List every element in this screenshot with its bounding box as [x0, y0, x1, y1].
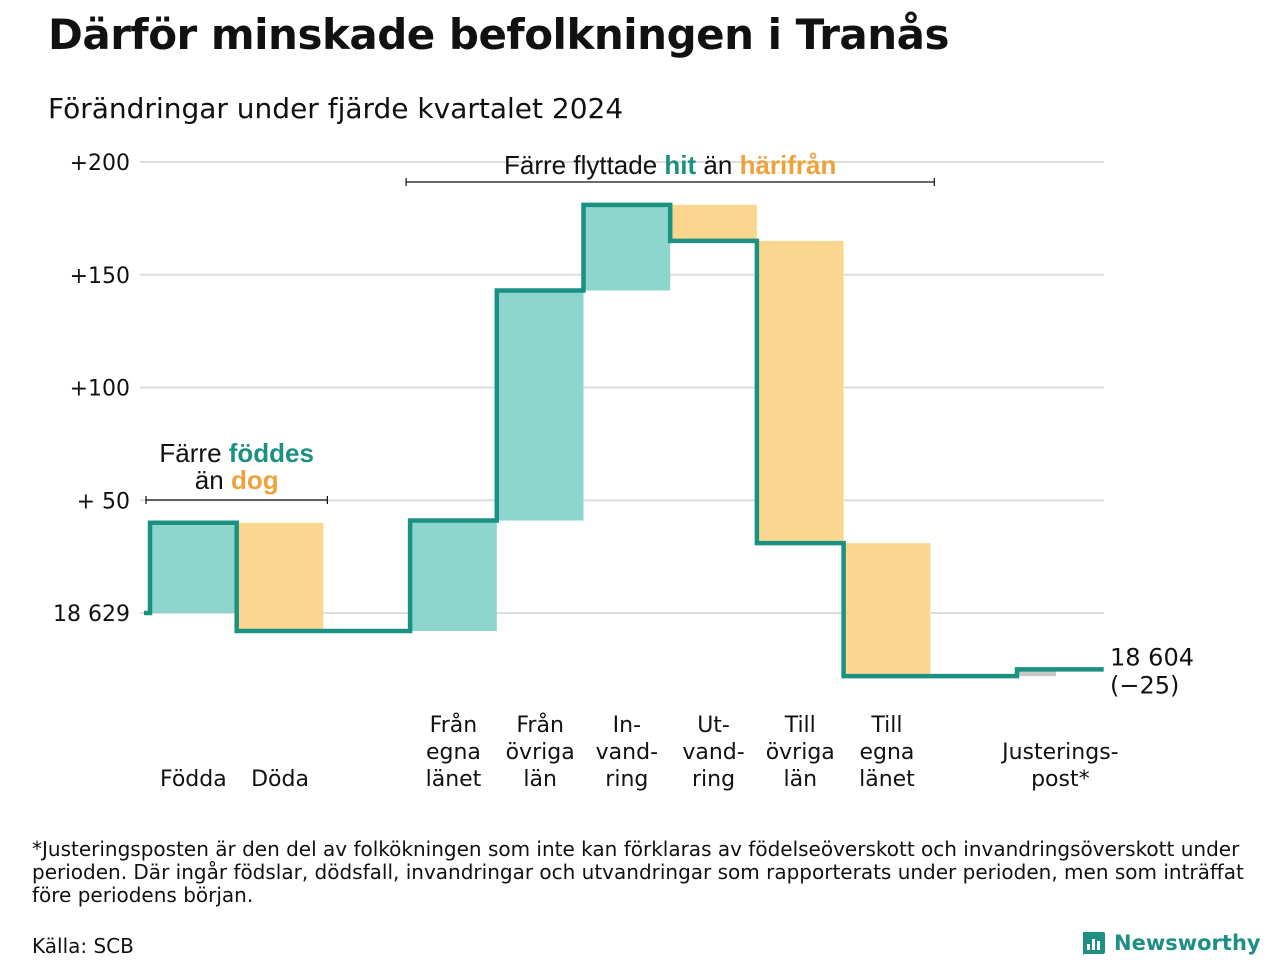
category-label: vand- — [596, 740, 658, 765]
category-label: övriga — [506, 740, 575, 765]
category-label: ring — [692, 767, 735, 792]
y-tick-label: + 50 — [77, 489, 130, 514]
category-label: Från — [516, 712, 564, 738]
category-label: Till — [870, 713, 902, 738]
step-line — [144, 202, 1104, 679]
bar-positive — [150, 522, 237, 613]
end-change-label: (−25) — [1110, 671, 1179, 699]
bar-negative — [843, 543, 931, 677]
annotation-plain: än — [195, 465, 231, 495]
annotation-plain: Färre flyttade — [504, 150, 664, 180]
bar-adjustment — [1017, 669, 1057, 677]
annotation-text: Färre föddes — [159, 438, 314, 468]
annotation-plain: Färre — [159, 438, 228, 468]
annotation-negative: härifrån — [740, 150, 837, 180]
y-tick-label: +150 — [70, 264, 130, 289]
category-label: post* — [1031, 767, 1090, 792]
annotation-text: än dog — [195, 465, 279, 495]
category-label: Ut- — [697, 713, 730, 738]
category-label: län — [783, 767, 817, 792]
bar-negative — [670, 204, 757, 241]
category-label: Döda — [251, 767, 309, 792]
annotation-negative: dog — [231, 465, 279, 495]
y-tick-label: +200 — [70, 151, 130, 176]
category-label: egna — [426, 740, 481, 765]
brand: Newsworthy — [1080, 930, 1261, 956]
category-label: Till — [784, 713, 816, 738]
bar-positive — [410, 520, 497, 632]
category-label: län — [523, 767, 557, 792]
category-label: Födda — [160, 767, 227, 792]
category-label: länet — [859, 767, 915, 792]
category-label: Från — [430, 712, 478, 738]
y-tick-label: 18 629 — [53, 602, 130, 627]
category-label: In- — [613, 713, 641, 738]
annotation-positive: hit — [664, 150, 696, 180]
bar-positive — [583, 204, 671, 291]
footnote: *Justeringsposten är den del av folkökni… — [32, 837, 1244, 907]
annotation-text: Färre flyttade hit än härifrån — [504, 150, 836, 180]
category-label: ring — [605, 767, 648, 792]
bar-negative — [236, 522, 324, 632]
category-label: övriga — [766, 740, 835, 765]
category-label: länet — [426, 767, 482, 792]
category-label: egna — [859, 740, 914, 765]
source-label: Källa: SCB — [32, 934, 134, 958]
annotation-positive: föddes — [229, 438, 314, 468]
chart-subtitle: Förändringar under fjärde kvartalet 2024 — [48, 92, 624, 125]
annotation-plain: än — [696, 150, 739, 180]
chart-title: Därför minskade befolkningen i Tranås — [48, 10, 950, 59]
newsworthy-logo-icon — [1083, 932, 1105, 955]
end-value-label: 18 604 — [1110, 643, 1194, 671]
brand-name: Newsworthy — [1114, 931, 1261, 955]
bar-negative — [756, 240, 844, 544]
category-label: Justerings- — [1000, 740, 1119, 765]
bar-positive — [496, 290, 584, 521]
category-label: vand- — [682, 740, 744, 765]
y-tick-label: +100 — [70, 377, 130, 402]
